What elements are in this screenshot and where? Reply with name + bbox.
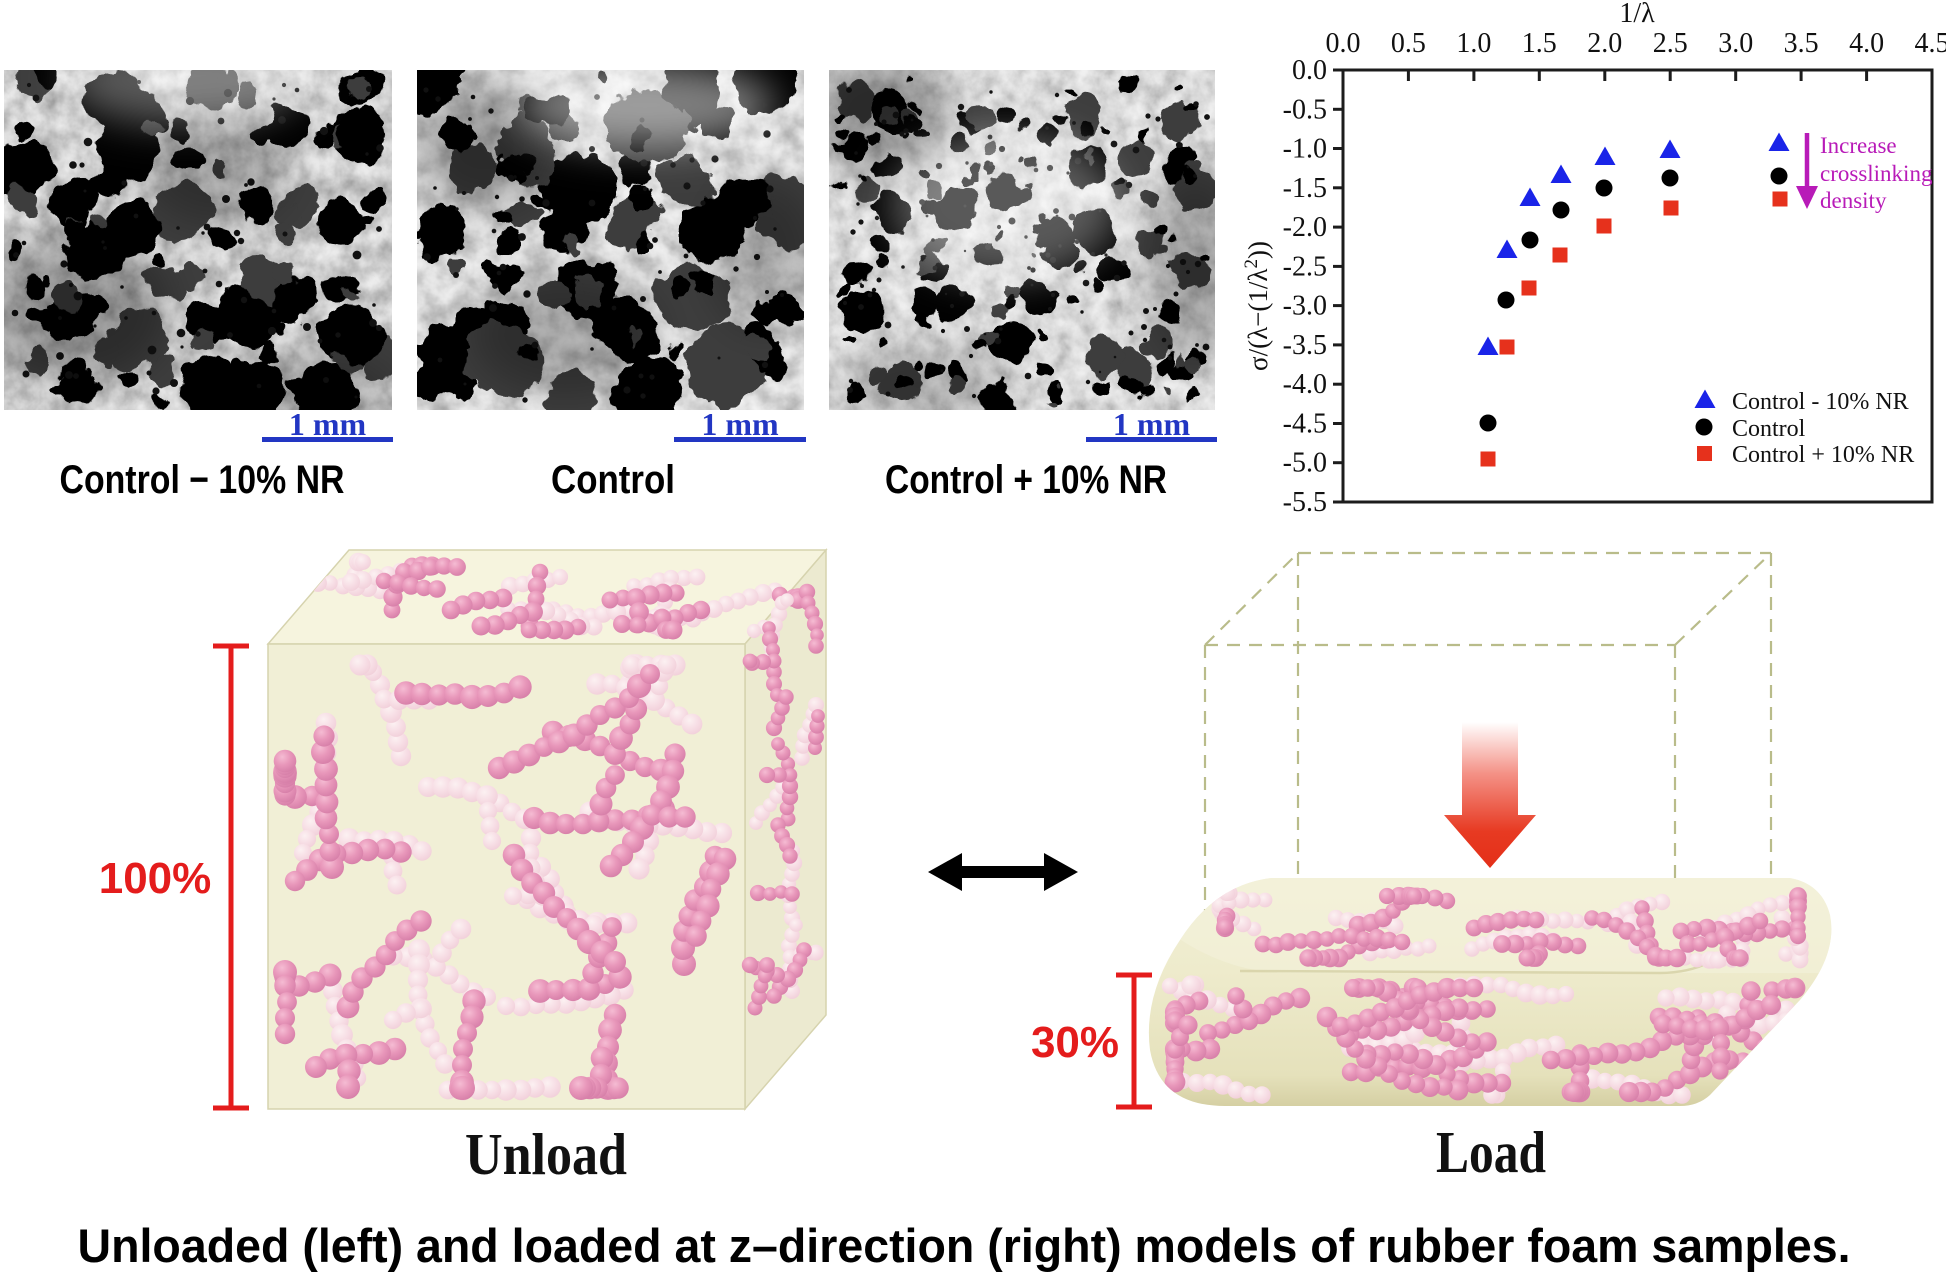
svg-text:1.5: 1.5	[1522, 28, 1557, 59]
svg-text:-3.0: -3.0	[1283, 291, 1327, 322]
svg-text:1/λ: 1/λ	[1619, 0, 1655, 29]
svg-text:100%: 100%	[99, 854, 212, 903]
svg-text:4.0: 4.0	[1849, 28, 1884, 59]
svg-text:Control − 10% NR: Control − 10% NR	[60, 458, 345, 502]
svg-text:0.5: 0.5	[1391, 28, 1426, 59]
svg-text:-0.5: -0.5	[1283, 94, 1327, 125]
svg-text:Control + 10% NR: Control + 10% NR	[1732, 442, 1914, 468]
svg-text:-3.5: -3.5	[1283, 330, 1327, 361]
svg-text:-1.5: -1.5	[1283, 173, 1327, 204]
svg-text:Control: Control	[1732, 416, 1806, 442]
svg-text:-4.5: -4.5	[1283, 409, 1327, 440]
svg-text:σ/(λ−(1/λ2)): σ/(λ−(1/λ2))	[1241, 241, 1274, 371]
svg-text:-1.0: -1.0	[1283, 134, 1327, 165]
svg-text:-2.5: -2.5	[1283, 251, 1327, 282]
svg-text:0.0: 0.0	[1292, 55, 1327, 86]
svg-text:4.5: 4.5	[1915, 28, 1946, 59]
svg-text:-5.0: -5.0	[1283, 448, 1327, 479]
svg-text:Control: Control	[551, 458, 675, 502]
svg-text:2.0: 2.0	[1587, 28, 1622, 59]
svg-text:3.0: 3.0	[1718, 28, 1753, 59]
svg-text:Control - 10% NR: Control - 10% NR	[1732, 389, 1909, 415]
svg-text:1.0: 1.0	[1456, 28, 1491, 59]
svg-text:Increase: Increase	[1820, 133, 1897, 158]
svg-text:crosslinking: crosslinking	[1820, 161, 1933, 186]
svg-text:0.0: 0.0	[1326, 28, 1361, 59]
svg-text:Unloaded (left) and loaded at: Unloaded (left) and loaded at z–directio…	[78, 1219, 1851, 1272]
svg-text:2.5: 2.5	[1653, 28, 1688, 59]
svg-text:-5.5: -5.5	[1283, 487, 1327, 518]
svg-text:Unload: Unload	[465, 1121, 627, 1187]
svg-text:3.5: 3.5	[1784, 28, 1819, 59]
svg-text:Load: Load	[1436, 1119, 1546, 1185]
svg-text:Control + 10% NR: Control + 10% NR	[885, 458, 1167, 502]
svg-text:-4.0: -4.0	[1283, 369, 1327, 400]
svg-text:1 mm: 1 mm	[289, 406, 367, 442]
svg-text:1 mm: 1 mm	[701, 406, 779, 442]
svg-text:-2.0: -2.0	[1283, 212, 1327, 243]
svg-text:density: density	[1820, 188, 1887, 213]
svg-text:1 mm: 1 mm	[1113, 406, 1191, 442]
svg-text:30%: 30%	[1031, 1018, 1119, 1067]
